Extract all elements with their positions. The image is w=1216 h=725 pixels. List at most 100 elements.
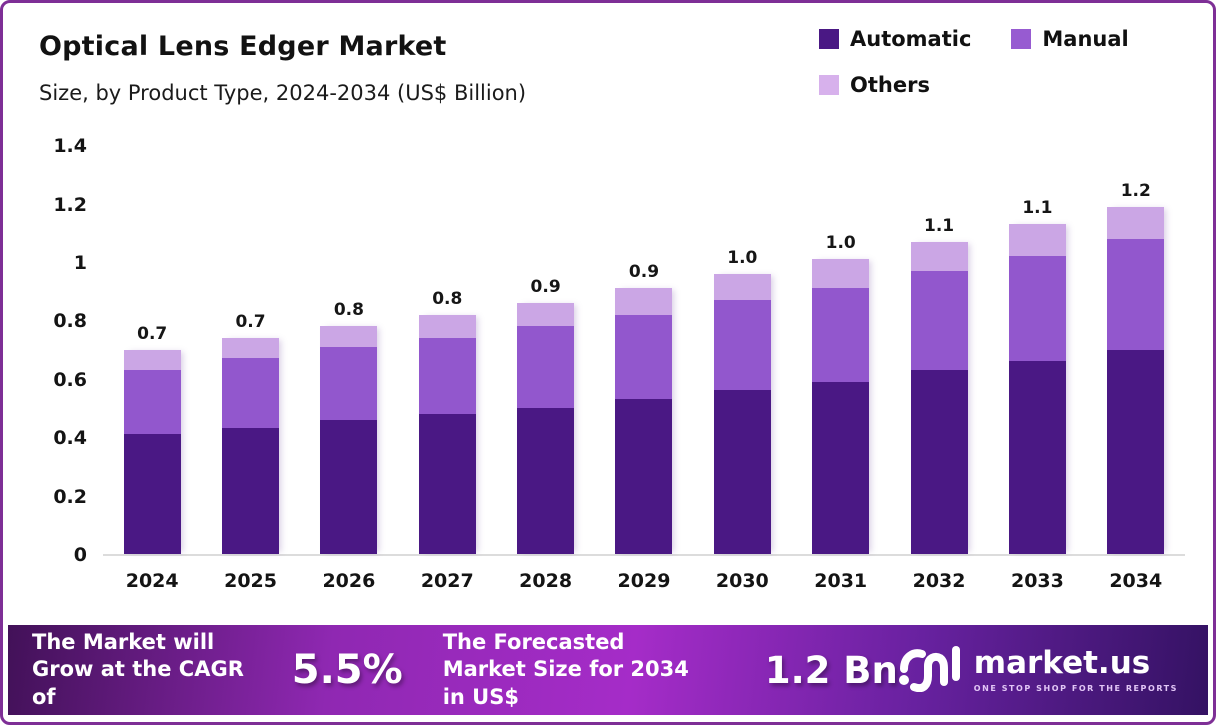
bar-column: 1.0 <box>693 248 791 554</box>
bar-segment-manual <box>222 358 280 429</box>
legend-label-others: Others <box>850 73 930 97</box>
page-subtitle: Size, by Product Type, 2024-2034 (US$ Bi… <box>39 81 527 105</box>
bar-total-label: 0.7 <box>235 311 266 332</box>
cagr-text: The Market will Grow at the CAGR of <box>32 630 244 709</box>
bar-column: 1.2 <box>1087 181 1185 554</box>
bar-segment-automatic <box>123 434 181 554</box>
bar-total-label: 1.2 <box>1120 180 1151 201</box>
legend: Automatic Manual Others <box>819 27 1167 97</box>
bar-segment-automatic <box>320 419 378 554</box>
y-tick-label: 0.2 <box>53 485 87 508</box>
bar-column: 0.7 <box>201 312 299 554</box>
x-axis-label: 2031 <box>814 570 868 592</box>
bar-column: 1.1 <box>890 216 988 554</box>
y-tick-label: 0.8 <box>53 310 87 333</box>
bar-segment-others <box>320 326 378 347</box>
bar-column: 0.7 <box>103 324 201 554</box>
bar-segment-others <box>517 302 575 327</box>
bar-segment-automatic <box>517 408 575 554</box>
bar-column: 1.0 <box>792 233 890 554</box>
legend-swatch-manual <box>1011 29 1032 49</box>
bar-total-label: 1.1 <box>923 215 955 236</box>
bar-stack <box>713 273 771 554</box>
legend-swatch-automatic <box>819 29 839 49</box>
bar-stack <box>320 326 378 554</box>
x-axis-label: 2025 <box>224 570 277 592</box>
bar-column: 0.8 <box>398 289 496 554</box>
legend-item-others: Others <box>819 73 930 97</box>
bar-total-label: 0.9 <box>530 276 561 297</box>
bar-segment-automatic <box>1107 349 1165 554</box>
y-tick-label: 0.4 <box>53 427 87 450</box>
bar-column: 0.9 <box>496 277 594 554</box>
bar-segment-manual <box>910 270 968 371</box>
bar-stack <box>123 349 181 554</box>
x-axis-label: 2034 <box>1109 570 1163 592</box>
bar-segment-others <box>812 259 870 289</box>
plot-area: 0.7 0.7 0.8 0.8 0.9 0.9 1.0 1.0 1.1 1.1 1.2 <box>103 123 1185 556</box>
bar-segment-manual <box>418 337 476 414</box>
x-axis-label: 2027 <box>420 570 474 592</box>
bar-segment-manual <box>1008 256 1066 362</box>
x-axis-label: 2032 <box>912 570 966 592</box>
bar-total-label: 0.7 <box>137 323 168 344</box>
bar-column: 1.1 <box>988 198 1086 554</box>
bar-column: 0.8 <box>300 300 398 554</box>
bar-segment-automatic <box>615 399 673 554</box>
y-axis: 1.4 1.2 1 0.8 0.6 0.4 0.2 0 <box>3 123 87 566</box>
x-labels: 2024 2025 2026 2027 2028 2029 2030 2031 2032 2033… <box>103 570 1185 592</box>
bar-segment-others <box>615 288 673 315</box>
bar-segment-others <box>418 314 476 338</box>
bar-segment-automatic <box>910 370 968 554</box>
y-tick-label: 0 <box>73 544 87 566</box>
footer-banner: The Market will Grow at the CAGR of 5.5%… <box>8 625 1208 715</box>
market-us-logo-icon <box>898 644 962 696</box>
bar-stack <box>615 288 673 554</box>
bar-segment-automatic <box>222 428 280 554</box>
bar-segment-manual <box>1107 238 1165 350</box>
y-tick-label: 1.2 <box>53 193 87 216</box>
bar-stack <box>1107 206 1165 554</box>
bar-segment-automatic <box>1008 361 1066 554</box>
y-tick-label: 0.6 <box>53 368 87 391</box>
bar-segment-automatic <box>418 413 476 554</box>
bar-segment-others <box>713 273 771 300</box>
bar-total-label: 0.8 <box>333 300 364 321</box>
bar-total-label: 0.9 <box>628 262 660 283</box>
bar-segment-manual <box>615 314 673 400</box>
cagr-value: 5.5% <box>291 647 403 693</box>
bar-segment-manual <box>123 370 181 435</box>
forecast-value: 1.2 Bn <box>764 648 898 692</box>
bar-stack <box>910 241 968 554</box>
brand-tagline: ONE STOP SHOP FOR THE REPORTS <box>973 683 1178 693</box>
x-axis-label: 2029 <box>617 570 671 592</box>
bar-segment-others <box>910 241 968 271</box>
legend-swatch-others <box>819 75 839 95</box>
x-axis-label: 2028 <box>519 570 573 592</box>
bar-segment-manual <box>517 326 575 408</box>
bar-stack <box>1008 224 1066 554</box>
x-axis-label: 2033 <box>1010 570 1064 592</box>
bars: 0.7 0.7 0.8 0.8 0.9 0.9 1.0 1.0 1.1 1.1 1.2 <box>103 123 1185 554</box>
brand-text: market.us ONE STOP SHOP FOR THE REPORTS <box>973 644 1178 693</box>
x-axis-label: 2024 <box>125 570 179 592</box>
legend-item-manual: Manual <box>1011 27 1129 51</box>
y-tick-label: 1 <box>73 252 87 274</box>
bar-stack <box>222 337 280 554</box>
bar-total-label: 1.0 <box>825 233 856 254</box>
brand-name: market.us <box>973 644 1151 681</box>
bar-stack <box>812 259 870 554</box>
x-axis-label: 2026 <box>322 570 376 592</box>
legend-label-manual: Manual <box>1042 27 1129 51</box>
bar-column: 0.9 <box>595 262 693 554</box>
bar-segment-automatic <box>812 381 870 554</box>
bar-segment-manual <box>812 288 870 382</box>
x-axis-label: 2030 <box>715 570 769 592</box>
bar-stack <box>418 314 476 554</box>
bar-segment-others <box>1107 206 1165 239</box>
legend-label-automatic: Automatic <box>850 27 972 51</box>
bar-total-label: 1.0 <box>727 247 758 268</box>
y-tick-label: 1.4 <box>53 135 87 158</box>
bar-segment-manual <box>713 299 771 391</box>
